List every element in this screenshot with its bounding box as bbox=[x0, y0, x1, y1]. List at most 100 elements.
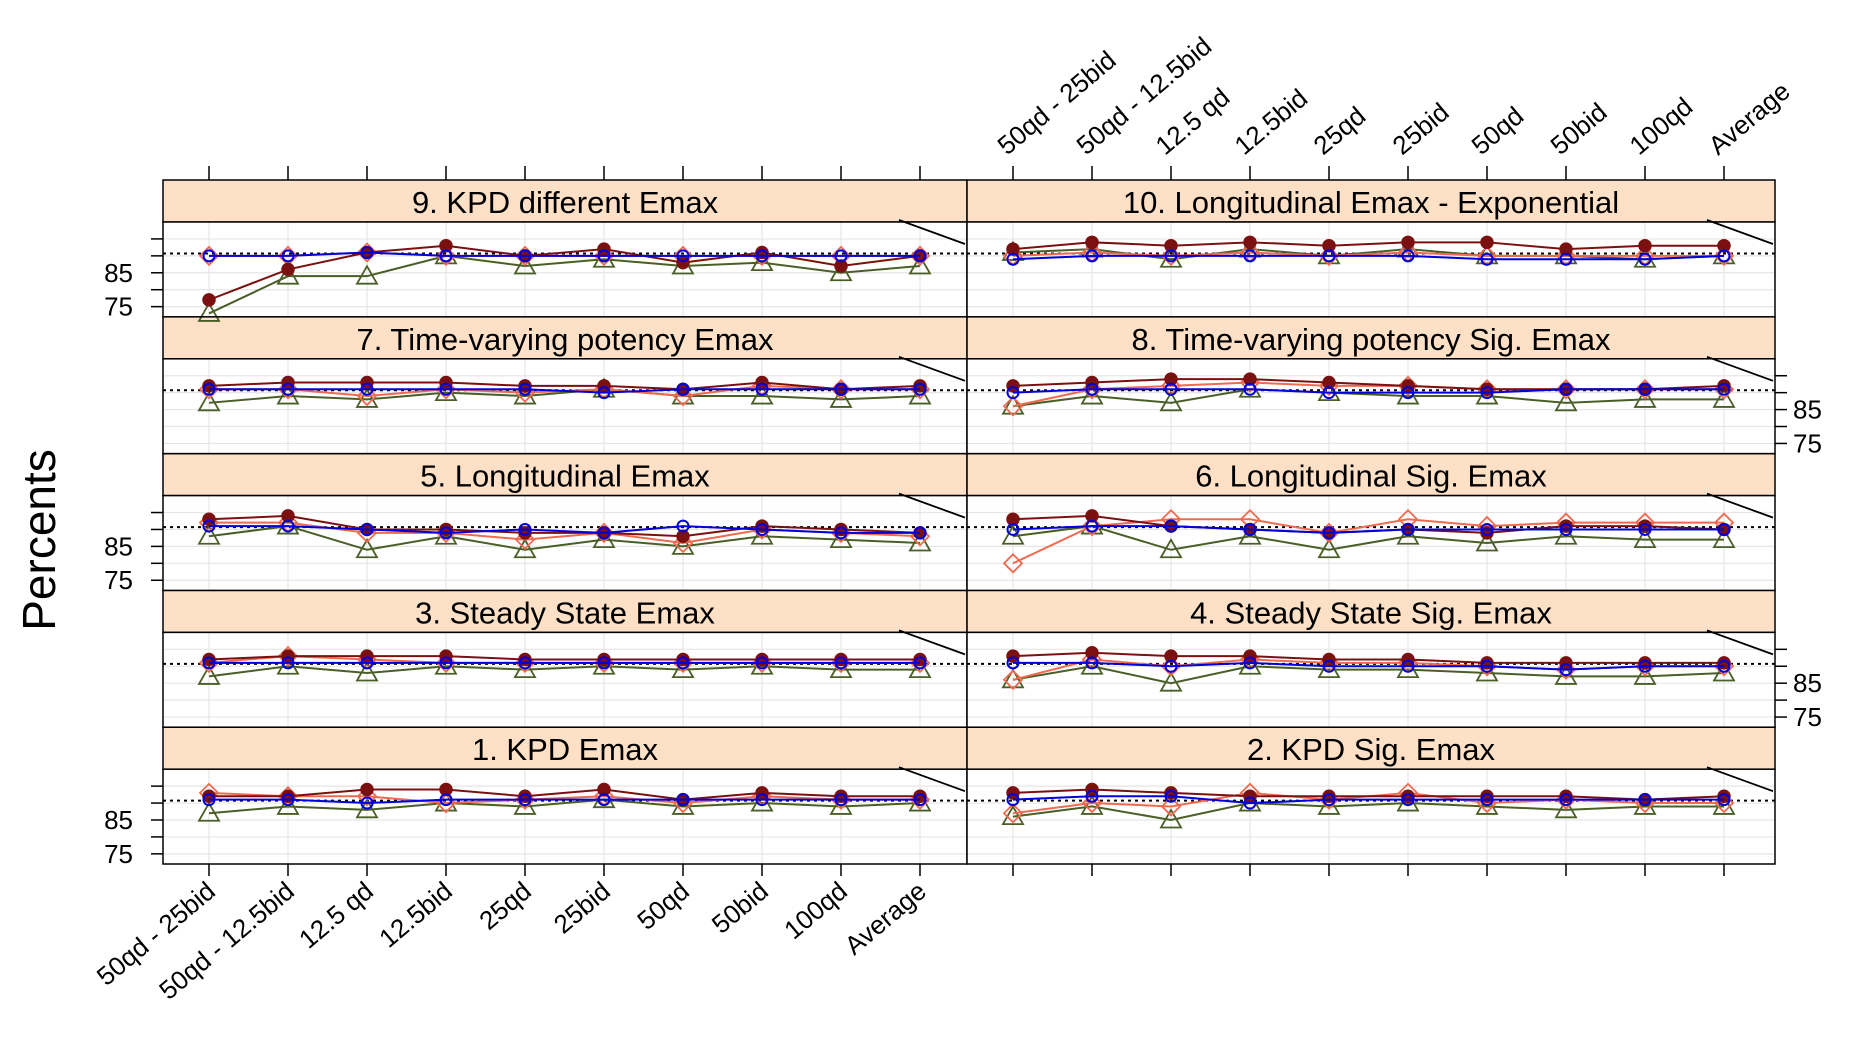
corner-slash bbox=[1706, 355, 1774, 382]
filled-circle-marker bbox=[676, 529, 690, 543]
panel-7: 7. Time-varying potency Emax bbox=[162, 316, 968, 455]
panel-title: 3. Steady State Emax bbox=[415, 595, 715, 630]
series-line bbox=[209, 525, 920, 534]
filled-circle-marker bbox=[1401, 235, 1415, 250]
series-line bbox=[1012, 388, 1724, 394]
diamond-marker bbox=[435, 652, 457, 674]
open-circle-marker bbox=[676, 249, 690, 263]
open-circle-marker bbox=[1164, 382, 1178, 396]
panel-title: 5. Longitudinal Emax bbox=[420, 459, 710, 494]
series-line bbox=[209, 788, 920, 801]
triangle-marker bbox=[592, 527, 616, 549]
open-circle-marker bbox=[913, 382, 927, 396]
series-4 bbox=[202, 519, 927, 540]
series-line bbox=[209, 388, 920, 394]
series-line bbox=[208, 525, 921, 551]
panel-10: 10. Longitudinal Emax - Exponential bbox=[966, 179, 1776, 318]
triangle-marker bbox=[1712, 527, 1736, 549]
open-circle-marker bbox=[202, 382, 216, 396]
open-circle-marker bbox=[439, 656, 453, 670]
diamond-marker bbox=[1555, 659, 1577, 680]
triangle-marker bbox=[671, 534, 695, 555]
open-circle-marker bbox=[1401, 522, 1415, 536]
triangle-marker bbox=[671, 794, 695, 815]
triangle-marker bbox=[1633, 664, 1657, 685]
diamond-marker bbox=[514, 529, 536, 550]
open-circle-marker bbox=[202, 249, 216, 263]
series-4 bbox=[1006, 382, 1731, 400]
series-1 bbox=[1006, 235, 1731, 256]
series-line bbox=[1012, 518, 1724, 565]
open-circle-marker bbox=[1085, 249, 1099, 263]
triangle-marker bbox=[513, 794, 537, 815]
corner-slash bbox=[898, 766, 966, 793]
open-circle-marker bbox=[1085, 519, 1099, 533]
y-tick-label: 75 bbox=[104, 565, 133, 595]
open-circle-marker bbox=[360, 245, 374, 259]
series-line bbox=[208, 254, 921, 315]
open-circle-marker bbox=[439, 793, 453, 807]
series-line bbox=[1013, 661, 1724, 671]
panel-plot-area bbox=[967, 769, 1775, 864]
panel-plot-area bbox=[163, 495, 967, 591]
triangle-marker bbox=[908, 254, 932, 275]
diamond-marker bbox=[1081, 378, 1103, 400]
panel-strip bbox=[162, 452, 968, 497]
x-tick-label: 25qd bbox=[1308, 100, 1372, 160]
open-circle-marker bbox=[1401, 386, 1415, 400]
open-circle-marker bbox=[834, 249, 848, 263]
y-tick-label: 75 bbox=[104, 839, 133, 869]
open-circle-marker bbox=[281, 656, 295, 670]
panel-strip bbox=[162, 726, 968, 770]
y-tick-label: 85 bbox=[104, 805, 133, 835]
open-circle-marker bbox=[439, 526, 453, 540]
triangle-marker bbox=[1317, 794, 1341, 815]
diamond-marker bbox=[198, 245, 220, 267]
open-circle-marker bbox=[1638, 659, 1652, 673]
series-line bbox=[1012, 251, 1724, 257]
x-tick-label: Average bbox=[1703, 76, 1796, 161]
open-circle-marker bbox=[755, 793, 769, 807]
open-circle-marker bbox=[676, 656, 690, 670]
series-line bbox=[208, 244, 921, 301]
triangle-marker bbox=[1712, 794, 1736, 815]
open-circle-marker bbox=[1085, 382, 1099, 396]
series-line bbox=[1012, 665, 1725, 685]
panel-border bbox=[966, 494, 1776, 592]
panel-plot-area bbox=[967, 632, 1775, 728]
triangle-marker bbox=[513, 537, 537, 559]
series-line bbox=[209, 798, 920, 805]
filled-circle-marker bbox=[1322, 238, 1336, 253]
panel-title: 6. Longitudinal Sig. Emax bbox=[1195, 459, 1547, 494]
panel-plot-area bbox=[967, 222, 1775, 317]
series-line bbox=[1012, 241, 1724, 251]
diamond-marker bbox=[356, 786, 378, 807]
corner-slash bbox=[1706, 219, 1774, 245]
open-circle-marker bbox=[1006, 386, 1020, 400]
triangle-marker bbox=[355, 264, 379, 285]
series-4 bbox=[1006, 249, 1731, 266]
series-4 bbox=[1006, 656, 1731, 677]
filled-circle-marker bbox=[281, 509, 295, 523]
panel-strip bbox=[966, 316, 1776, 360]
triangle-marker bbox=[355, 661, 379, 682]
corner-slash bbox=[898, 355, 966, 382]
filled-circle-marker bbox=[439, 782, 453, 797]
triangle-marker bbox=[1554, 391, 1578, 412]
corner-slash bbox=[898, 629, 966, 656]
panel-plot-area bbox=[163, 769, 967, 864]
open-circle-marker bbox=[1480, 793, 1494, 807]
open-circle-marker bbox=[360, 656, 374, 670]
open-circle-marker bbox=[834, 526, 848, 540]
series-line bbox=[1012, 525, 1724, 534]
triangle-marker bbox=[671, 657, 695, 679]
filled-circle-marker bbox=[1717, 238, 1731, 253]
series-4 bbox=[1006, 519, 1731, 540]
series-2 bbox=[1002, 242, 1735, 267]
panel-title: 4. Steady State Sig. Emax bbox=[1190, 595, 1552, 630]
open-circle-marker bbox=[360, 382, 374, 396]
open-circle-marker bbox=[1006, 252, 1020, 266]
triangle-marker bbox=[1475, 531, 1499, 552]
open-circle-marker bbox=[597, 249, 611, 263]
open-circle-marker bbox=[439, 382, 453, 396]
